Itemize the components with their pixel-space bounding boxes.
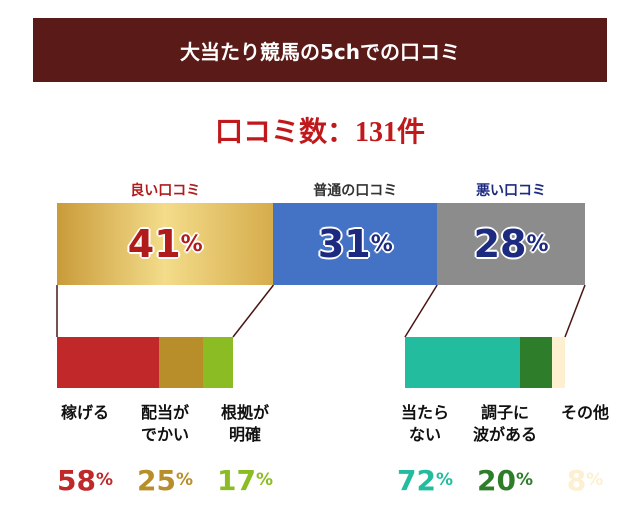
breakdown-label: 当たら ない [400,403,449,444]
header: 大当たり競馬の5chでの口コミ [33,18,607,82]
breakdown-value: 20% [476,463,533,497]
breakdown-label: 調子に 波がある [472,403,537,444]
bar-segment [57,203,274,285]
breakdown-value: 17% [216,463,273,497]
category-label: 良い口コミ [130,183,201,199]
connector [404,284,438,338]
breakdown-value: 25% [136,463,193,497]
connector [232,284,275,338]
breakdown-label: その他 [560,403,609,422]
value-label: 41% [127,222,203,266]
breakdown-segment [520,337,553,388]
breakdown-value: 8% [566,463,604,497]
breakdown-value: 58% [56,463,113,497]
value-label: 31% [317,222,393,266]
breakdown-label: 根拠が 明確 [220,403,269,444]
breakdown-label: 稼げる [60,403,109,422]
breakdown-segment [203,337,233,388]
bar-segment [273,203,438,285]
breakdown-label: 配当が でかい [140,403,189,444]
bar-segment [437,203,585,285]
value-label: 28% [473,222,549,266]
breakdown-value: 72% [396,463,453,497]
breakdown-segment [57,337,160,388]
chart-title: 口コミ数：131件 [214,117,425,148]
breakdown-segment [552,337,565,388]
category-label: 普通の口コミ [313,183,398,199]
breakdown-segment [405,337,521,388]
category-label: 悪い口コミ [476,183,547,199]
connector [564,284,586,338]
breakdown-segment [159,337,204,388]
